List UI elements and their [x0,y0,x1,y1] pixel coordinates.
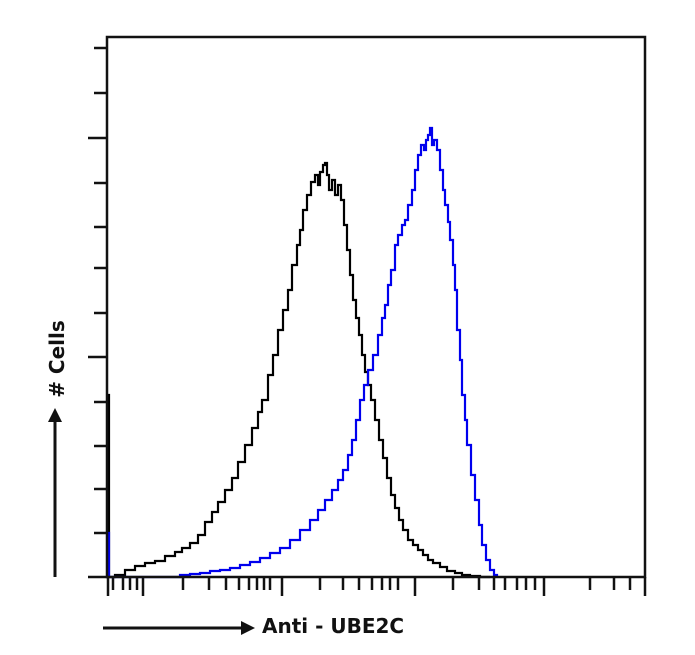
control-histogram-line [107,161,490,579]
y-axis-arrow-icon [48,408,62,577]
y-axis-ticks [88,46,107,579]
series-group [107,126,499,579]
x-axis-label: Anti - UBE2C [262,614,405,638]
x-axis-ticks [106,577,647,596]
y-axis-label: # Cells [45,320,69,398]
x-axis-arrow-icon [103,621,255,635]
plot-frame [105,35,647,579]
ube2c-histogram-line [107,126,499,579]
